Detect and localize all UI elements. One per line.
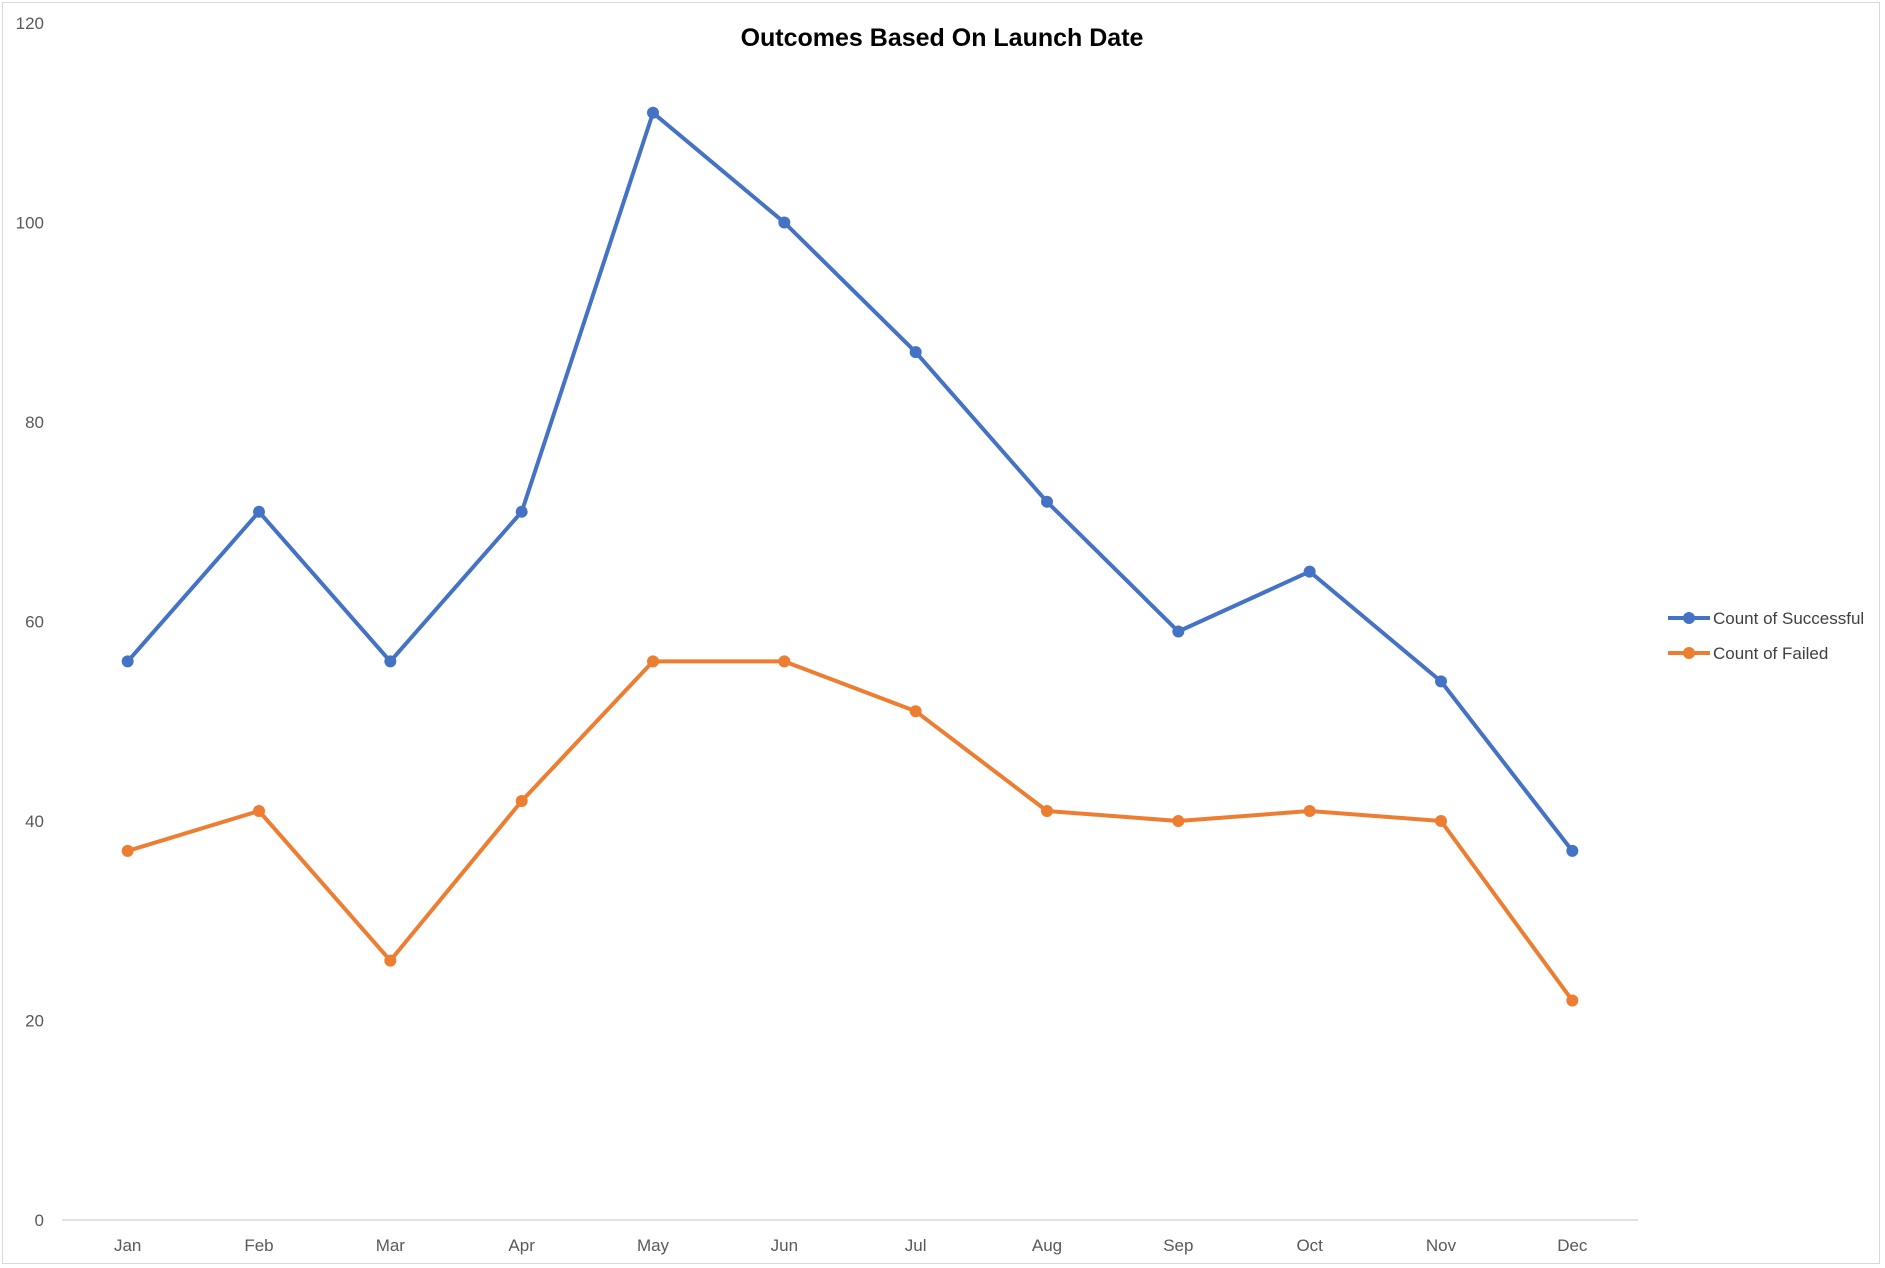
data-point [1172, 815, 1185, 827]
x-tick-label: Apr [508, 1236, 535, 1255]
y-tick-label: 20 [25, 1012, 44, 1031]
x-axis-ticks: Jan Feb Mar Apr May Jun Jul Aug Sep Oct Nov Dec [114, 1236, 1588, 1255]
data-point [515, 505, 528, 518]
x-tick-label: Jan [114, 1236, 141, 1255]
y-axis-ticks: 0 20 40 60 80 100 120 [16, 14, 44, 1230]
series-group [121, 106, 1579, 857]
data-point [1303, 565, 1316, 578]
x-tick-label: Oct [1296, 1236, 1323, 1255]
legend-label: Count of Failed [1713, 644, 1828, 663]
data-point [1172, 625, 1185, 638]
series-line [125, 659, 1575, 1003]
data-point [778, 655, 791, 668]
x-tick-label: Nov [1426, 1236, 1457, 1255]
legend: Count of Successful Count of Failed [1668, 609, 1864, 663]
x-tick-label: Aug [1032, 1236, 1062, 1255]
data-point [647, 106, 659, 119]
data-point [253, 505, 265, 518]
y-tick-label: 80 [25, 413, 44, 432]
data-point [515, 795, 528, 808]
x-tick-label: Feb [244, 1236, 273, 1255]
data-point [1303, 805, 1316, 818]
legend-label: Count of Successful [1713, 609, 1864, 628]
data-point [1566, 994, 1579, 1007]
series-layer [121, 106, 1579, 1007]
legend-item: Count of Successful [1668, 609, 1864, 628]
x-tick-label: Dec [1557, 1236, 1588, 1255]
data-point [121, 655, 134, 668]
legend-marker [1683, 612, 1695, 624]
x-tick-label: Jul [905, 1236, 927, 1255]
series-line [125, 110, 1575, 853]
x-tick-label: Sep [1163, 1236, 1193, 1255]
x-tick-label: Mar [376, 1236, 406, 1255]
chart-title: Outcomes Based On Launch Date [741, 24, 1144, 52]
data-point [1041, 805, 1053, 818]
y-tick-label: 120 [16, 14, 44, 33]
data-point [778, 216, 791, 229]
data-point [121, 844, 134, 857]
x-tick-label: May [637, 1236, 670, 1255]
data-point [1435, 815, 1447, 827]
y-tick-label: 40 [25, 812, 44, 831]
data-point [1566, 844, 1579, 857]
series-group [121, 655, 1579, 1007]
y-tick-label: 100 [16, 214, 44, 233]
data-point [1041, 495, 1053, 508]
x-tick-label: Jun [771, 1236, 798, 1255]
data-point [253, 805, 265, 818]
data-point [909, 705, 922, 718]
legend-item: Count of Failed [1668, 644, 1828, 663]
data-point [1435, 675, 1447, 688]
legend-marker [1683, 647, 1695, 659]
data-point [384, 954, 397, 967]
data-point [384, 655, 397, 668]
data-point [647, 655, 659, 668]
y-tick-label: 60 [25, 613, 44, 632]
y-tick-label: 0 [35, 1211, 44, 1230]
data-point [909, 346, 922, 359]
